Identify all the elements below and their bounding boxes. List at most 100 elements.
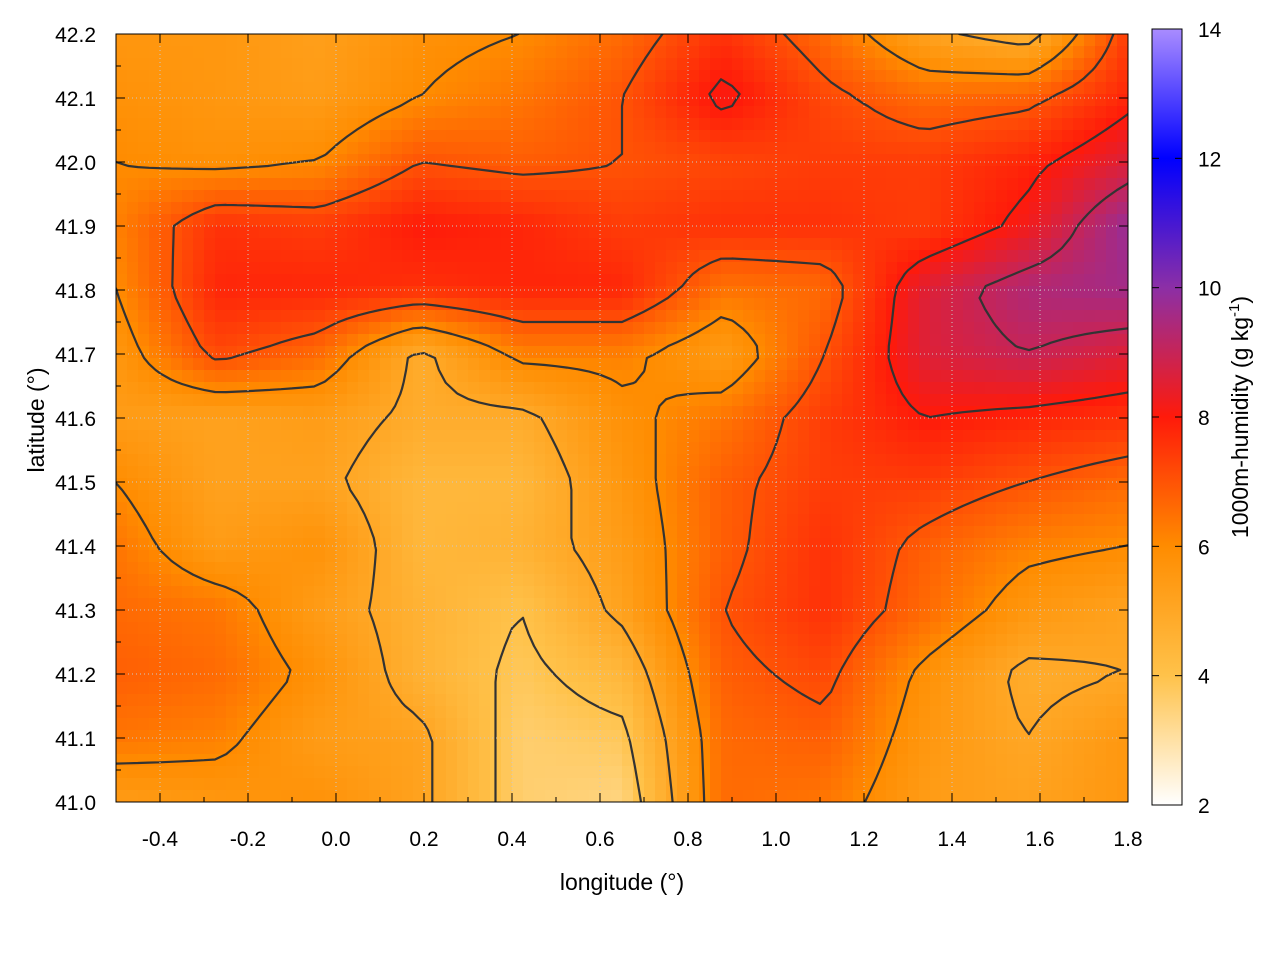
heatmap-cell: [666, 658, 678, 671]
heatmap-cell: [270, 394, 282, 407]
heatmap-cell: [622, 58, 634, 71]
heatmap-cell: [666, 34, 678, 47]
heatmap-cell: [149, 298, 161, 311]
heatmap-cell: [831, 94, 843, 107]
heatmap-cell: [611, 502, 623, 515]
heatmap-cell: [380, 214, 392, 227]
heatmap-cell: [501, 34, 513, 47]
heatmap-cell: [545, 250, 557, 263]
heatmap-cell: [831, 298, 843, 311]
heatmap-cell: [622, 526, 634, 539]
heatmap-cell: [611, 430, 623, 443]
heatmap-cell: [776, 382, 788, 395]
heatmap-cell: [226, 322, 238, 335]
heatmap-cell: [655, 586, 667, 599]
heatmap-cell: [798, 610, 810, 623]
heatmap-cell: [798, 670, 810, 683]
heatmap-cell: [182, 442, 194, 455]
heatmap-cell: [215, 682, 227, 695]
heatmap-cell: [809, 214, 821, 227]
heatmap-cell: [1095, 430, 1107, 443]
heatmap-cell: [985, 46, 997, 59]
heatmap-cell: [820, 526, 832, 539]
heatmap-cell: [1117, 442, 1128, 455]
heatmap-cell: [820, 382, 832, 395]
heatmap-cell: [226, 418, 238, 431]
heatmap-cell: [204, 394, 216, 407]
heatmap-cell: [1073, 370, 1085, 383]
heatmap-cell: [193, 598, 205, 611]
heatmap-cell: [512, 334, 524, 347]
heatmap-cell: [314, 502, 326, 515]
heatmap-cell: [501, 574, 513, 587]
heatmap-cell: [138, 82, 150, 95]
heatmap-cell: [710, 226, 722, 239]
heatmap-cell: [897, 154, 909, 167]
heatmap-cell: [996, 418, 1008, 431]
heatmap-cell: [567, 382, 579, 395]
heatmap-cell: [534, 262, 546, 275]
heatmap-cell: [974, 394, 986, 407]
heatmap-cell: [622, 334, 634, 347]
heatmap-cell: [160, 310, 172, 323]
heatmap-cell: [776, 58, 788, 71]
heatmap-cell: [523, 370, 535, 383]
heatmap-cell: [831, 214, 843, 227]
heatmap-cell: [358, 298, 370, 311]
heatmap-cell: [578, 550, 590, 563]
heatmap-cell: [908, 382, 920, 395]
heatmap-cell: [1007, 394, 1019, 407]
heatmap-cell: [1084, 526, 1096, 539]
heatmap-cell: [160, 394, 172, 407]
heatmap-cell: [875, 46, 887, 59]
heatmap-cell: [160, 166, 172, 179]
heatmap-cell: [655, 202, 667, 215]
heatmap-cell: [919, 250, 931, 263]
heatmap-cell: [1117, 562, 1128, 575]
heatmap-cell: [908, 622, 920, 635]
heatmap-cell: [875, 490, 887, 503]
heatmap-cell: [259, 262, 271, 275]
heatmap-cell: [611, 46, 623, 59]
heatmap-cell: [127, 130, 139, 143]
heatmap-cell: [1007, 214, 1019, 227]
heatmap-cell: [391, 178, 403, 191]
heatmap-cell: [688, 310, 700, 323]
heatmap-cell: [512, 310, 524, 323]
heatmap-cell: [424, 118, 436, 131]
heatmap-cell: [149, 322, 161, 335]
heatmap-cell: [908, 166, 920, 179]
heatmap-cell: [215, 130, 227, 143]
heatmap-cell: [732, 394, 744, 407]
heatmap-cell: [1051, 46, 1063, 59]
heatmap-cell: [611, 178, 623, 191]
heatmap-cell: [226, 262, 238, 275]
heatmap-cell: [336, 562, 348, 575]
heatmap-cell: [787, 334, 799, 347]
heatmap-cell: [226, 238, 238, 251]
heatmap-cell: [413, 34, 425, 47]
heatmap-cell: [677, 502, 689, 515]
heatmap-cell: [380, 406, 392, 419]
heatmap-cell: [380, 310, 392, 323]
heatmap-cell: [226, 46, 238, 59]
heatmap-cell: [809, 190, 821, 203]
heatmap-cell: [479, 346, 491, 359]
heatmap-cell: [985, 562, 997, 575]
heatmap-cell: [523, 238, 535, 251]
heatmap-cell: [732, 526, 744, 539]
heatmap-cell: [248, 106, 260, 119]
heatmap-cell: [886, 214, 898, 227]
heatmap-cell: [270, 514, 282, 527]
heatmap-cell: [1018, 46, 1030, 59]
heatmap-cell: [160, 526, 172, 539]
heatmap-cell: [402, 34, 414, 47]
heatmap-cell: [193, 82, 205, 95]
heatmap-cell: [567, 70, 579, 83]
heatmap-cell: [479, 550, 491, 563]
heatmap-cell: [380, 670, 392, 683]
heatmap-cell: [1051, 274, 1063, 287]
heatmap-cell: [941, 466, 953, 479]
heatmap-cell: [116, 202, 128, 215]
heatmap-cell: [1117, 298, 1128, 311]
